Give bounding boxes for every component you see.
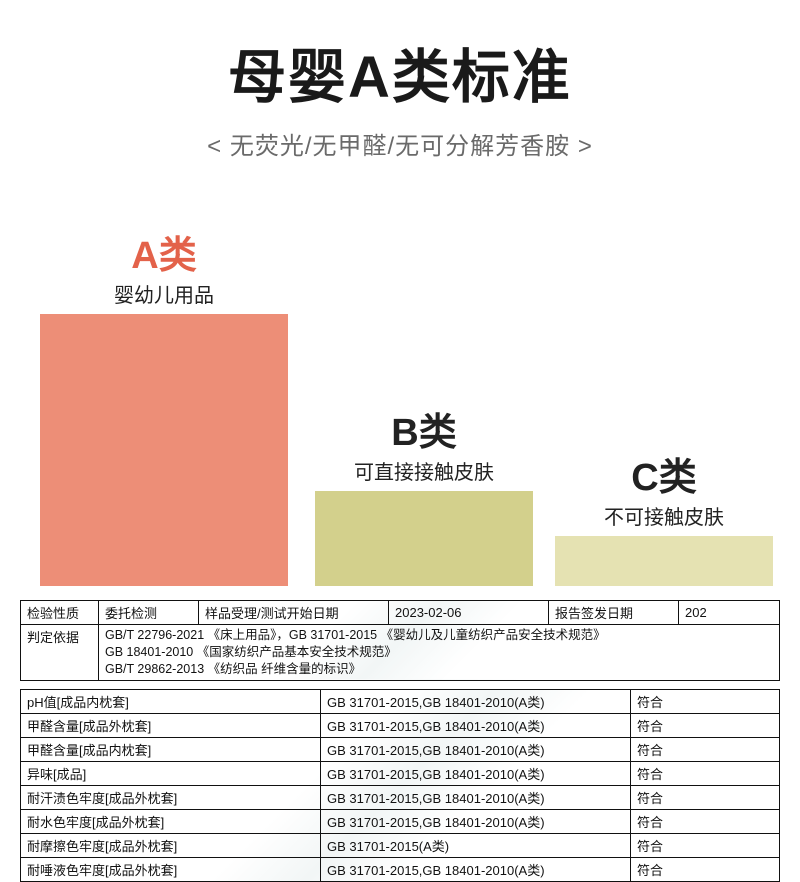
bar-label-sub: 可直接接触皮肤 [315, 456, 533, 485]
cell-item: 耐摩擦色牢度[成品外枕套] [21, 833, 321, 857]
page-subtitle: < 无荧光/无甲醛/无可分解芳香胺 > [20, 126, 780, 161]
cell-std: GB 31701-2015,GB 18401-2010(A类) [321, 761, 631, 785]
inspection-header-table: 检验性质 委托检测 样品受理/测试开始日期 2023-02-06 报告签发日期 … [20, 600, 780, 681]
cell-inspect-type-value: 委托检测 [99, 601, 199, 625]
cell-result: 符合 [631, 833, 780, 857]
cell-std: GB 31701-2015,GB 18401-2010(A类) [321, 689, 631, 713]
bar-label-sub: 婴幼儿用品 [40, 279, 288, 308]
table-row: 甲醛含量[成品外枕套]GB 31701-2015,GB 18401-2010(A… [21, 713, 780, 737]
table-row: 甲醛含量[成品内枕套]GB 31701-2015,GB 18401-2010(A… [21, 737, 780, 761]
cell-item: pH值[成品内枕套] [21, 689, 321, 713]
cell-item: 耐水色牢度[成品外枕套] [21, 809, 321, 833]
bar [555, 536, 773, 586]
category-bar-chart: A类婴幼儿用品B类可直接接触皮肤C类不可接触皮肤 [20, 196, 780, 586]
table-row: 耐汗渍色牢度[成品外枕套]GB 31701-2015,GB 18401-2010… [21, 785, 780, 809]
cell-item: 耐汗渍色牢度[成品外枕套] [21, 785, 321, 809]
bar-group: A类婴幼儿用品 [40, 237, 288, 586]
cell-basis-label: 判定依据 [21, 625, 99, 681]
cell-item: 耐唾液色牢度[成品外枕套] [21, 857, 321, 881]
cell-result: 符合 [631, 785, 780, 809]
cell-result: 符合 [631, 737, 780, 761]
table-row: 异味[成品]GB 31701-2015,GB 18401-2010(A类)符合 [21, 761, 780, 785]
bar [40, 314, 288, 586]
cell-std: GB 31701-2015,GB 18401-2010(A类) [321, 713, 631, 737]
bar-label-top: C类 [555, 459, 773, 497]
basis-line: GB 18401-2010 《国家纺织产品基本安全技术规范》 [105, 644, 773, 661]
cell-std: GB 31701-2015(A类) [321, 833, 631, 857]
bar-group: B类可直接接触皮肤 [315, 414, 533, 586]
page-title: 母婴A类标准 [20, 30, 780, 114]
cell-std: GB 31701-2015,GB 18401-2010(A类) [321, 857, 631, 881]
cell-result: 符合 [631, 857, 780, 881]
bar [315, 491, 533, 586]
table-row: 耐唾液色牢度[成品外枕套]GB 31701-2015,GB 18401-2010… [21, 857, 780, 881]
cell-result: 符合 [631, 809, 780, 833]
cell-result: 符合 [631, 713, 780, 737]
cell-std: GB 31701-2015,GB 18401-2010(A类) [321, 809, 631, 833]
cell-item: 甲醛含量[成品内枕套] [21, 737, 321, 761]
cell-result: 符合 [631, 689, 780, 713]
table-row: 耐水色牢度[成品外枕套]GB 31701-2015,GB 18401-2010(… [21, 809, 780, 833]
table-row: 耐摩擦色牢度[成品外枕套]GB 31701-2015(A类)符合 [21, 833, 780, 857]
basis-line: GB/T 29862-2013 《纺织品 纤维含量的标识》 [105, 661, 773, 678]
cell-report-date-label: 报告签发日期 [549, 601, 679, 625]
cell-basis-value: GB/T 22796-2021 《床上用品》，GB 31701-2015 《婴幼… [99, 625, 780, 681]
cell-test-date-label: 样品受理/测试开始日期 [199, 601, 389, 625]
cell-report-date-value: 202 [679, 601, 780, 625]
bar-group: C类不可接触皮肤 [555, 459, 773, 586]
table-row: 判定依据 GB/T 22796-2021 《床上用品》，GB 31701-201… [21, 625, 780, 681]
bar-label-sub: 不可接触皮肤 [555, 501, 773, 530]
table-row: pH值[成品内枕套]GB 31701-2015,GB 18401-2010(A类… [21, 689, 780, 713]
table-row: 检验性质 委托检测 样品受理/测试开始日期 2023-02-06 报告签发日期 … [21, 601, 780, 625]
bar-label-top: A类 [40, 237, 288, 275]
cell-std: GB 31701-2015,GB 18401-2010(A类) [321, 737, 631, 761]
cell-item: 异味[成品] [21, 761, 321, 785]
cell-item: 甲醛含量[成品外枕套] [21, 713, 321, 737]
cell-std: GB 31701-2015,GB 18401-2010(A类) [321, 785, 631, 809]
basis-line: GB/T 22796-2021 《床上用品》，GB 31701-2015 《婴幼… [105, 627, 773, 644]
cell-test-date-value: 2023-02-06 [389, 601, 549, 625]
bar-label-top: B类 [315, 414, 533, 452]
cell-inspect-type-label: 检验性质 [21, 601, 99, 625]
cell-result: 符合 [631, 761, 780, 785]
test-results-table: pH值[成品内枕套]GB 31701-2015,GB 18401-2010(A类… [20, 689, 780, 882]
